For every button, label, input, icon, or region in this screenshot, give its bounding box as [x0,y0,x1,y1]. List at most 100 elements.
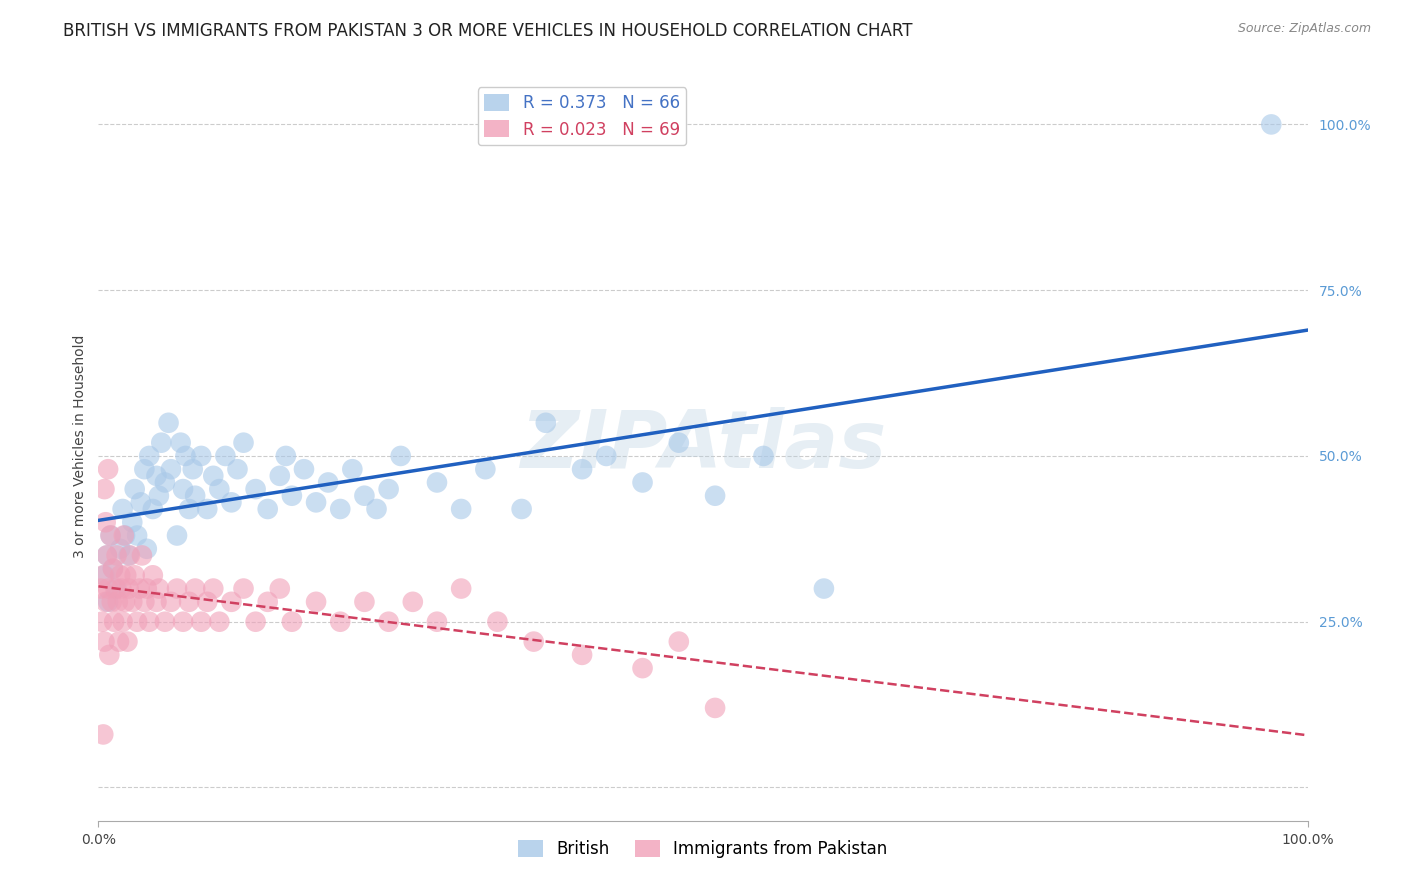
Point [571,462,593,476]
Point [274,449,297,463]
Point [184,582,207,596]
Point [94,515,117,529]
Text: BRITISH VS IMMIGRANTS FROM PAKISTAN 3 OR MORE VEHICLES IN HOUSEHOLD CORRELATION : BRITISH VS IMMIGRANTS FROM PAKISTAN 3 OR… [63,22,912,40]
Point [142,502,165,516]
Point [752,449,775,463]
Point [124,568,146,582]
Point [148,582,170,596]
Point [153,475,176,490]
Point [269,468,291,483]
Point [105,549,128,563]
Point [114,595,136,609]
Point [426,615,449,629]
Point [1260,117,1282,131]
Point [523,634,546,648]
Point [226,462,249,476]
Point [195,595,218,609]
Point [595,449,617,463]
Point [281,489,304,503]
Point [138,449,160,463]
Point [202,468,225,483]
Point [91,568,114,582]
Point [128,582,150,596]
Point [97,595,120,609]
Point [474,462,496,476]
Point [292,462,315,476]
Point [101,562,124,576]
Point [134,595,156,609]
Point [342,462,364,476]
Point [190,449,212,463]
Point [112,528,135,542]
Legend: British, Immigrants from Pakistan: British, Immigrants from Pakistan [512,833,894,864]
Point [110,582,132,596]
Point [534,416,557,430]
Point [316,475,339,490]
Point [631,661,654,675]
Point [91,615,114,629]
Point [377,482,399,496]
Point [329,502,352,516]
Point [232,435,254,450]
Point [208,615,231,629]
Point [179,502,201,516]
Point [450,582,472,596]
Point [269,582,291,596]
Point [134,462,156,476]
Point [166,528,188,542]
Point [160,595,183,609]
Point [195,502,218,516]
Point [131,549,153,563]
Point [179,595,201,609]
Point [103,615,125,629]
Point [142,568,165,582]
Point [353,489,375,503]
Point [100,528,122,542]
Y-axis label: 3 or more Vehicles in Household: 3 or more Vehicles in Household [73,334,87,558]
Point [153,615,176,629]
Point [148,489,170,503]
Point [94,595,117,609]
Point [108,634,131,648]
Point [93,482,115,496]
Point [329,615,352,629]
Point [668,634,690,648]
Point [486,615,509,629]
Point [101,562,124,576]
Point [97,462,120,476]
Point [202,582,225,596]
Point [571,648,593,662]
Point [135,541,157,556]
Point [104,582,127,596]
Point [114,528,136,542]
Point [214,449,236,463]
Point [305,495,328,509]
Point [402,595,425,609]
Point [111,615,134,629]
Point [93,634,115,648]
Point [117,634,139,648]
Point [232,582,254,596]
Point [172,615,194,629]
Point [704,701,727,715]
Point [190,615,212,629]
Point [184,489,207,503]
Point [129,495,152,509]
Point [245,482,267,496]
Point [353,595,375,609]
Point [115,568,138,582]
Point [121,515,143,529]
Point [105,582,128,596]
Point [97,582,120,596]
Point [366,502,388,516]
Point [91,727,114,741]
Point [305,595,328,609]
Text: ZIPAtlas: ZIPAtlas [520,407,886,485]
Point [135,582,157,596]
Point [138,615,160,629]
Point [150,435,173,450]
Point [118,549,141,563]
Point [118,549,141,563]
Point [96,549,118,563]
Point [389,449,412,463]
